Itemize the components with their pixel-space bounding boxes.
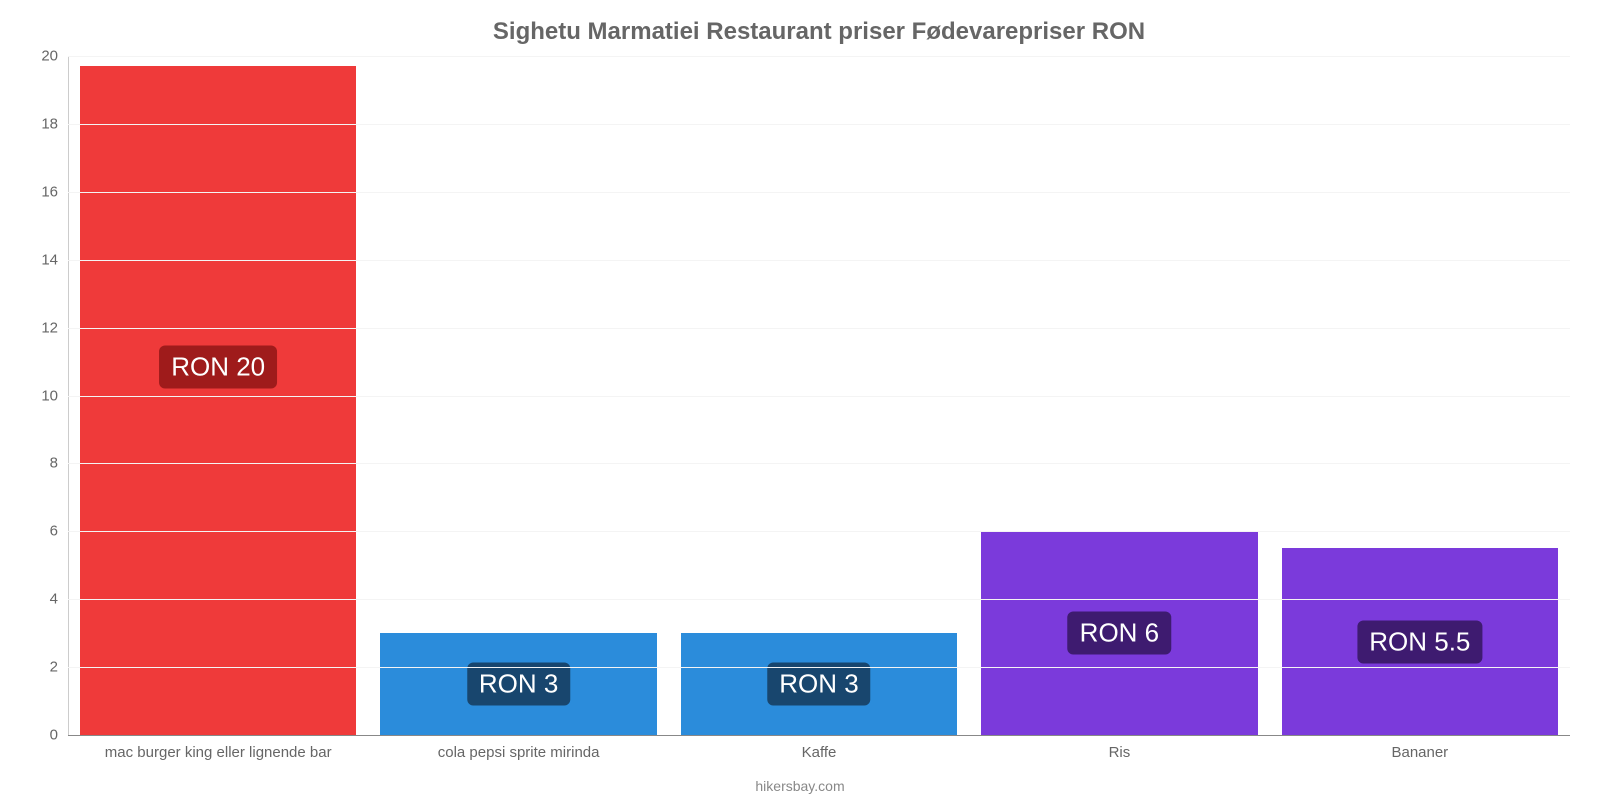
credit-text: hikersbay.com (0, 778, 1600, 794)
grid-line (68, 463, 1570, 464)
bar: RON 3 (380, 633, 656, 735)
grid-line (68, 599, 1570, 600)
bar: RON 6 (981, 531, 1257, 735)
bar: RON 3 (681, 633, 957, 735)
y-tick-label: 16 (41, 183, 68, 200)
bar-value-label: RON 5.5 (1357, 620, 1482, 663)
grid-line (68, 192, 1570, 193)
plot-area: RON 20RON 3RON 3RON 6RON 5.5 02468101214… (68, 56, 1570, 736)
y-tick-label: 18 (41, 115, 68, 132)
grid-line (68, 124, 1570, 125)
bar-value-label: RON 3 (767, 663, 870, 706)
x-axis-labels: mac burger king eller lignende barcola p… (68, 744, 1570, 761)
y-tick-label: 10 (41, 387, 68, 404)
grid-line (68, 667, 1570, 668)
y-tick-label: 8 (50, 455, 68, 472)
x-tick-label: mac burger king eller lignende bar (68, 744, 368, 761)
y-tick-label: 2 (50, 659, 68, 676)
grid-line (68, 56, 1570, 57)
grid-line (68, 260, 1570, 261)
y-tick-label: 0 (50, 727, 68, 744)
bar: RON 5.5 (1282, 548, 1558, 735)
y-tick-label: 12 (41, 319, 68, 336)
grid-line (68, 396, 1570, 397)
x-tick-label: Kaffe (669, 744, 969, 761)
bar-value-label: RON 20 (159, 346, 277, 389)
y-tick-label: 20 (41, 48, 68, 65)
chart-title: Sighetu Marmatiei Restaurant priser Føde… (68, 18, 1570, 46)
bar-value-label: RON 3 (467, 663, 570, 706)
x-tick-label: Bananer (1270, 744, 1570, 761)
grid-line (68, 531, 1570, 532)
bar: RON 20 (80, 66, 356, 735)
y-tick-label: 4 (50, 591, 68, 608)
x-tick-label: cola pepsi sprite mirinda (368, 744, 668, 761)
price-chart: Sighetu Marmatiei Restaurant priser Føde… (0, 0, 1600, 800)
x-tick-label: Ris (969, 744, 1269, 761)
grid-line (68, 328, 1570, 329)
y-tick-label: 14 (41, 251, 68, 268)
y-tick-label: 6 (50, 523, 68, 540)
bar-value-label: RON 6 (1068, 612, 1171, 655)
